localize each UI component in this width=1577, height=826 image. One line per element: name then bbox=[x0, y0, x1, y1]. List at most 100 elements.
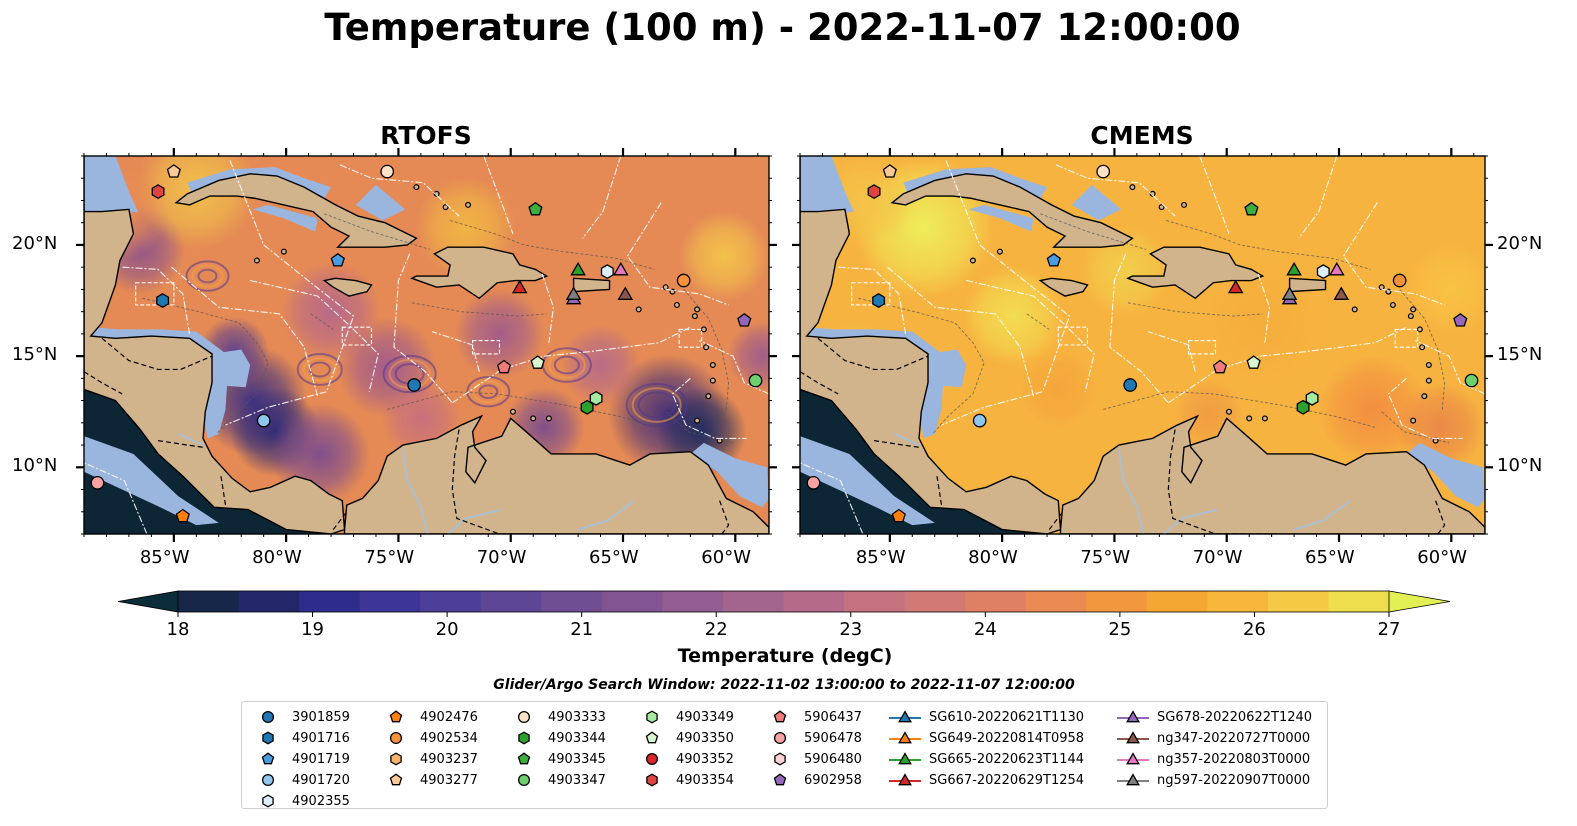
marker-ng347-20220727T0000[interactable] bbox=[1333, 286, 1350, 300]
legend-item[interactable]: 4901716 bbox=[250, 728, 350, 748]
legend-symbol[interactable] bbox=[261, 752, 275, 765]
legend-item[interactable]: 4903354 bbox=[634, 770, 734, 790]
legend-symbol[interactable] bbox=[898, 752, 912, 765]
marker-4903354[interactable] bbox=[151, 184, 165, 200]
legend-symbol[interactable] bbox=[262, 731, 274, 745]
legend-item[interactable]: 4903345 bbox=[506, 749, 606, 769]
legend-symbol[interactable] bbox=[773, 731, 787, 745]
legend-item[interactable]: 4903333 bbox=[506, 707, 606, 727]
marker-ng357-20220803T0000[interactable] bbox=[612, 261, 629, 276]
legend-symbol[interactable] bbox=[773, 773, 787, 786]
marker-4901720[interactable] bbox=[256, 413, 271, 428]
legend-symbol[interactable] bbox=[262, 794, 274, 808]
marker-3901859[interactable] bbox=[407, 378, 421, 392]
legend-item[interactable]: 4901720 bbox=[250, 770, 350, 790]
legend-symbol[interactable] bbox=[1126, 710, 1140, 723]
marker-ng357-20220803T0000[interactable] bbox=[1328, 261, 1345, 276]
marker-4902534[interactable] bbox=[676, 273, 691, 288]
marker-4903347[interactable] bbox=[1464, 373, 1479, 388]
map-panel-rtofs[interactable] bbox=[68, 129, 798, 542]
legend-item[interactable]: 4903277 bbox=[378, 770, 478, 790]
marker-4902355[interactable] bbox=[1316, 264, 1330, 280]
marker-ng597-20220907T0000[interactable] bbox=[1281, 286, 1298, 300]
legend-symbol[interactable] bbox=[645, 731, 659, 744]
marker-5906437[interactable] bbox=[496, 359, 512, 374]
legend-symbol[interactable] bbox=[898, 773, 912, 786]
marker-4902476[interactable] bbox=[891, 508, 906, 523]
legend-item[interactable]: 6902958 bbox=[762, 770, 862, 790]
marker-4902534[interactable] bbox=[1392, 273, 1407, 288]
legend-symbol[interactable] bbox=[774, 752, 786, 766]
marker-4903354[interactable] bbox=[867, 184, 881, 200]
marker-4903349[interactable] bbox=[1305, 390, 1319, 406]
legend-item[interactable]: SG678-20220622T1240 bbox=[1115, 707, 1312, 727]
marker-4901716[interactable] bbox=[156, 293, 170, 308]
marker-4903277[interactable] bbox=[882, 164, 897, 178]
legend-symbol[interactable] bbox=[646, 773, 658, 787]
legend-symbol[interactable] bbox=[645, 752, 659, 766]
legend-item[interactable]: 4902355 bbox=[250, 791, 350, 811]
legend-item[interactable]: SG649-20220814T0958 bbox=[887, 728, 1084, 748]
legend-symbol[interactable] bbox=[518, 731, 530, 745]
marker-6902958[interactable] bbox=[737, 312, 752, 327]
legend-item[interactable]: 3901859 bbox=[250, 707, 350, 727]
marker-3901859[interactable] bbox=[1123, 378, 1137, 392]
legend-item[interactable]: 5906480 bbox=[762, 749, 862, 769]
legend-symbol[interactable] bbox=[773, 710, 787, 723]
marker-SG667-20220629T1254[interactable] bbox=[511, 279, 528, 294]
marker-ng347-20220727T0000[interactable] bbox=[617, 286, 634, 300]
legend-item[interactable]: 4903349 bbox=[634, 707, 734, 727]
legend-symbol[interactable] bbox=[1126, 752, 1140, 765]
legend-item[interactable]: ng597-20220907T0000 bbox=[1115, 770, 1310, 790]
marker-5906478[interactable] bbox=[806, 476, 821, 490]
marker-5906478[interactable] bbox=[90, 476, 105, 490]
marker-4903350[interactable] bbox=[1246, 355, 1261, 369]
legend-symbol[interactable] bbox=[517, 773, 531, 787]
marker-4902355[interactable] bbox=[600, 264, 614, 280]
legend-item[interactable]: 5906478 bbox=[762, 728, 862, 748]
legend-item[interactable]: 4903352 bbox=[634, 749, 734, 769]
legend-item[interactable]: 4902476 bbox=[378, 707, 478, 727]
marker-4903350[interactable] bbox=[530, 355, 545, 369]
marker-4903349[interactable] bbox=[589, 390, 603, 406]
legend-item[interactable]: 4902534 bbox=[378, 728, 478, 748]
marker-5906437[interactable] bbox=[1212, 359, 1228, 374]
legend-item[interactable]: SG667-20220629T1254 bbox=[887, 770, 1084, 790]
map-panel-cmems[interactable] bbox=[792, 148, 1496, 542]
marker-4903345[interactable] bbox=[528, 201, 543, 216]
marker-4903347[interactable] bbox=[748, 373, 763, 388]
legend-item[interactable]: ng347-20220727T0000 bbox=[1115, 728, 1310, 748]
marker-4903333[interactable] bbox=[380, 164, 395, 179]
legend-item[interactable]: 4903350 bbox=[634, 728, 734, 748]
legend-symbol[interactable] bbox=[261, 710, 275, 724]
marker-4902476[interactable] bbox=[175, 508, 190, 523]
legend-item[interactable]: 5906437 bbox=[762, 707, 862, 727]
legend-item[interactable]: 4903347 bbox=[506, 770, 606, 790]
legend-symbol[interactable] bbox=[389, 773, 403, 786]
legend-symbol[interactable] bbox=[517, 710, 531, 724]
legend-item[interactable]: 4901719 bbox=[250, 749, 350, 769]
marker-4901720[interactable] bbox=[972, 413, 987, 428]
marker-4901719[interactable] bbox=[330, 252, 345, 267]
marker-4903277[interactable] bbox=[166, 164, 181, 178]
legend-symbol[interactable] bbox=[390, 752, 402, 766]
marker-4903333[interactable] bbox=[1096, 164, 1111, 179]
legend-item[interactable]: ng357-20220803T0000 bbox=[1115, 749, 1310, 769]
marker-4901719[interactable] bbox=[1046, 252, 1061, 267]
legend-symbol[interactable] bbox=[389, 710, 403, 723]
legend-item[interactable]: SG665-20220623T1144 bbox=[887, 749, 1084, 769]
legend-symbol[interactable] bbox=[898, 710, 912, 723]
legend-symbol[interactable] bbox=[517, 752, 531, 765]
legend-item[interactable]: 4903344 bbox=[506, 728, 606, 748]
legend-symbol[interactable] bbox=[1126, 773, 1140, 786]
legend-symbol[interactable] bbox=[261, 773, 275, 787]
legend-symbol[interactable] bbox=[389, 731, 403, 745]
marker-6902958[interactable] bbox=[1453, 312, 1468, 327]
legend-symbol[interactable] bbox=[898, 731, 912, 744]
marker-SG667-20220629T1254[interactable] bbox=[1227, 279, 1244, 294]
marker-SG665-20220623T1144[interactable] bbox=[1286, 261, 1302, 276]
legend-item[interactable]: 4903237 bbox=[378, 749, 478, 769]
marker-SG665-20220623T1144[interactable] bbox=[570, 261, 586, 276]
marker-4901716[interactable] bbox=[872, 293, 886, 308]
legend-symbol[interactable] bbox=[646, 710, 658, 724]
